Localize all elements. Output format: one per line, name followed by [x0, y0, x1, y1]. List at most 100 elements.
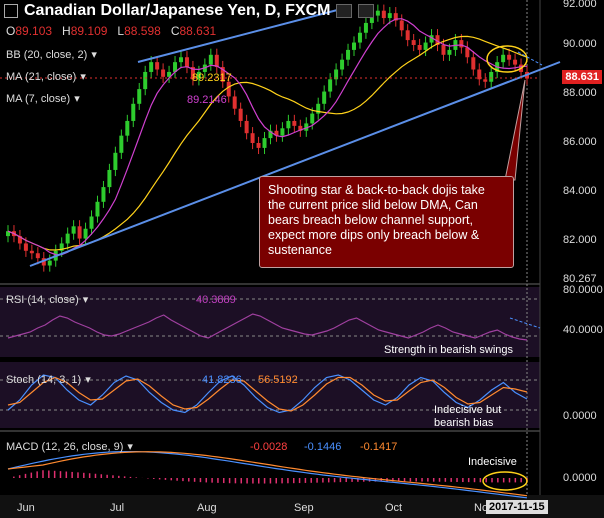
candle-body [363, 22, 368, 33]
candle-body [107, 169, 112, 188]
candle-body [316, 103, 321, 114]
candle-body [346, 49, 351, 60]
y-tick: 80.267 [563, 273, 597, 285]
macd-tick: 0.0000 [563, 472, 597, 484]
macd-annotation: Indecisive [468, 456, 517, 468]
x-tick: No [474, 502, 489, 514]
ohlc-close-key: C [170, 24, 180, 38]
candle-body [477, 69, 482, 80]
chevron-down-icon[interactable]: ▾ [82, 294, 89, 306]
candle-body [465, 47, 470, 58]
ma7-value: 89.2146 [187, 94, 227, 106]
candle-body [429, 35, 434, 43]
candle-body [310, 113, 315, 124]
ohlc-close: 88.631 [179, 24, 217, 38]
candle-body [232, 96, 237, 109]
close-icon[interactable] [358, 4, 375, 18]
candle-body [507, 54, 512, 60]
macd-hist-value: -0.0028 [250, 441, 288, 453]
candle-body [298, 125, 303, 131]
candle-body [173, 62, 178, 72]
indicator-macd[interactable]: MACD (12, 26, close, 9) ▾ [6, 440, 133, 454]
chevron-down-icon[interactable]: ▾ [80, 71, 86, 83]
candle-body [250, 133, 255, 143]
rsi-label: RSI (14, close) [6, 293, 79, 306]
candle-body [77, 226, 82, 239]
candle-body [23, 243, 28, 251]
candle-body [322, 91, 327, 104]
candle-body [447, 49, 452, 55]
stoch-pane-bg [0, 362, 540, 428]
candle-body [340, 59, 345, 70]
trend-arrow [517, 51, 543, 66]
candle-body [238, 108, 243, 121]
candle-body [143, 71, 148, 90]
candle-body [125, 120, 130, 136]
candle-body [119, 135, 124, 153]
candle-body [113, 152, 118, 170]
indicator-bb[interactable]: BB (20, close, 2) ▾ [6, 48, 101, 62]
last-date-tag: 2017-11-15 [486, 500, 548, 514]
candle-body [59, 243, 64, 251]
x-tick: Jun [17, 502, 35, 514]
candle-body [35, 253, 40, 259]
candle-body [89, 216, 94, 229]
indicator-bb-label: BB (20, close, 2) [6, 48, 88, 61]
ma21-value: 89.2317 [192, 72, 232, 84]
x-axis-bg [0, 495, 604, 518]
ohlc-high: 89.109 [70, 24, 108, 38]
candle-body [280, 128, 285, 136]
chart-header: Canadian Dollar/Japanese Yen, D, FXCM [0, 0, 375, 22]
chevron-down-icon[interactable]: ▾ [85, 374, 91, 386]
candle-body [155, 62, 160, 70]
ohlc-low: 88.598 [124, 24, 161, 38]
candle-body [328, 79, 333, 92]
y-tick: 88.000 [563, 87, 597, 99]
candle-body [220, 67, 225, 82]
candle-body [471, 57, 476, 70]
chevron-down-icon[interactable]: ▾ [74, 93, 80, 105]
channel-support-line [29, 61, 561, 267]
candle-body [179, 57, 183, 63]
macd-line [7, 451, 528, 499]
x-tick: Jul [110, 502, 125, 514]
callout-pointer [504, 79, 526, 181]
candle-body [41, 258, 46, 266]
candle-body [190, 67, 195, 80]
indicator-ma21[interactable]: MA (21, close) ▾ [6, 70, 86, 84]
settings-icon[interactable] [336, 4, 353, 18]
candle-body [334, 69, 339, 80]
indicator-rsi[interactable]: RSI (14, close) ▾ [6, 293, 89, 307]
candle-body [47, 260, 52, 266]
ohlc-open-key: O [6, 24, 16, 38]
macd-highlight-ellipse [482, 471, 528, 491]
candle-body [423, 42, 428, 50]
highlight-ellipse [486, 45, 528, 73]
candle-body [131, 103, 136, 121]
rsi-tick: 40.0000 [563, 324, 603, 336]
candle-body [71, 226, 76, 234]
candle-body [411, 40, 416, 45]
indicator-ma7[interactable]: MA (7, close) ▾ [6, 92, 80, 106]
candle-body [101, 187, 106, 202]
candle-body [256, 143, 261, 148]
x-tick: Aug [197, 502, 217, 514]
candle-body [167, 71, 172, 77]
y-tick: 82.000 [563, 234, 597, 246]
y-tick: 90.000 [563, 38, 597, 50]
chevron-down-icon[interactable]: ▾ [127, 441, 133, 453]
macd-label: MACD (12, 26, close, 9) [6, 440, 124, 453]
chevron-down-icon[interactable]: ▾ [91, 49, 97, 61]
menu-icon[interactable] [4, 4, 18, 18]
stoch-tick: 0.0000 [563, 410, 597, 422]
indicator-stoch[interactable]: Stoch (14, 3, 1) ▾ [6, 373, 91, 387]
candle-body [29, 250, 34, 254]
stoch-d-value: 56.5192 [258, 374, 298, 386]
channel-resistance-line [137, 7, 346, 63]
y-tick: 84.000 [563, 185, 597, 197]
candle-body [214, 54, 219, 68]
candle-body [417, 45, 422, 50]
candle-body [292, 120, 297, 126]
candle-body [226, 81, 231, 97]
